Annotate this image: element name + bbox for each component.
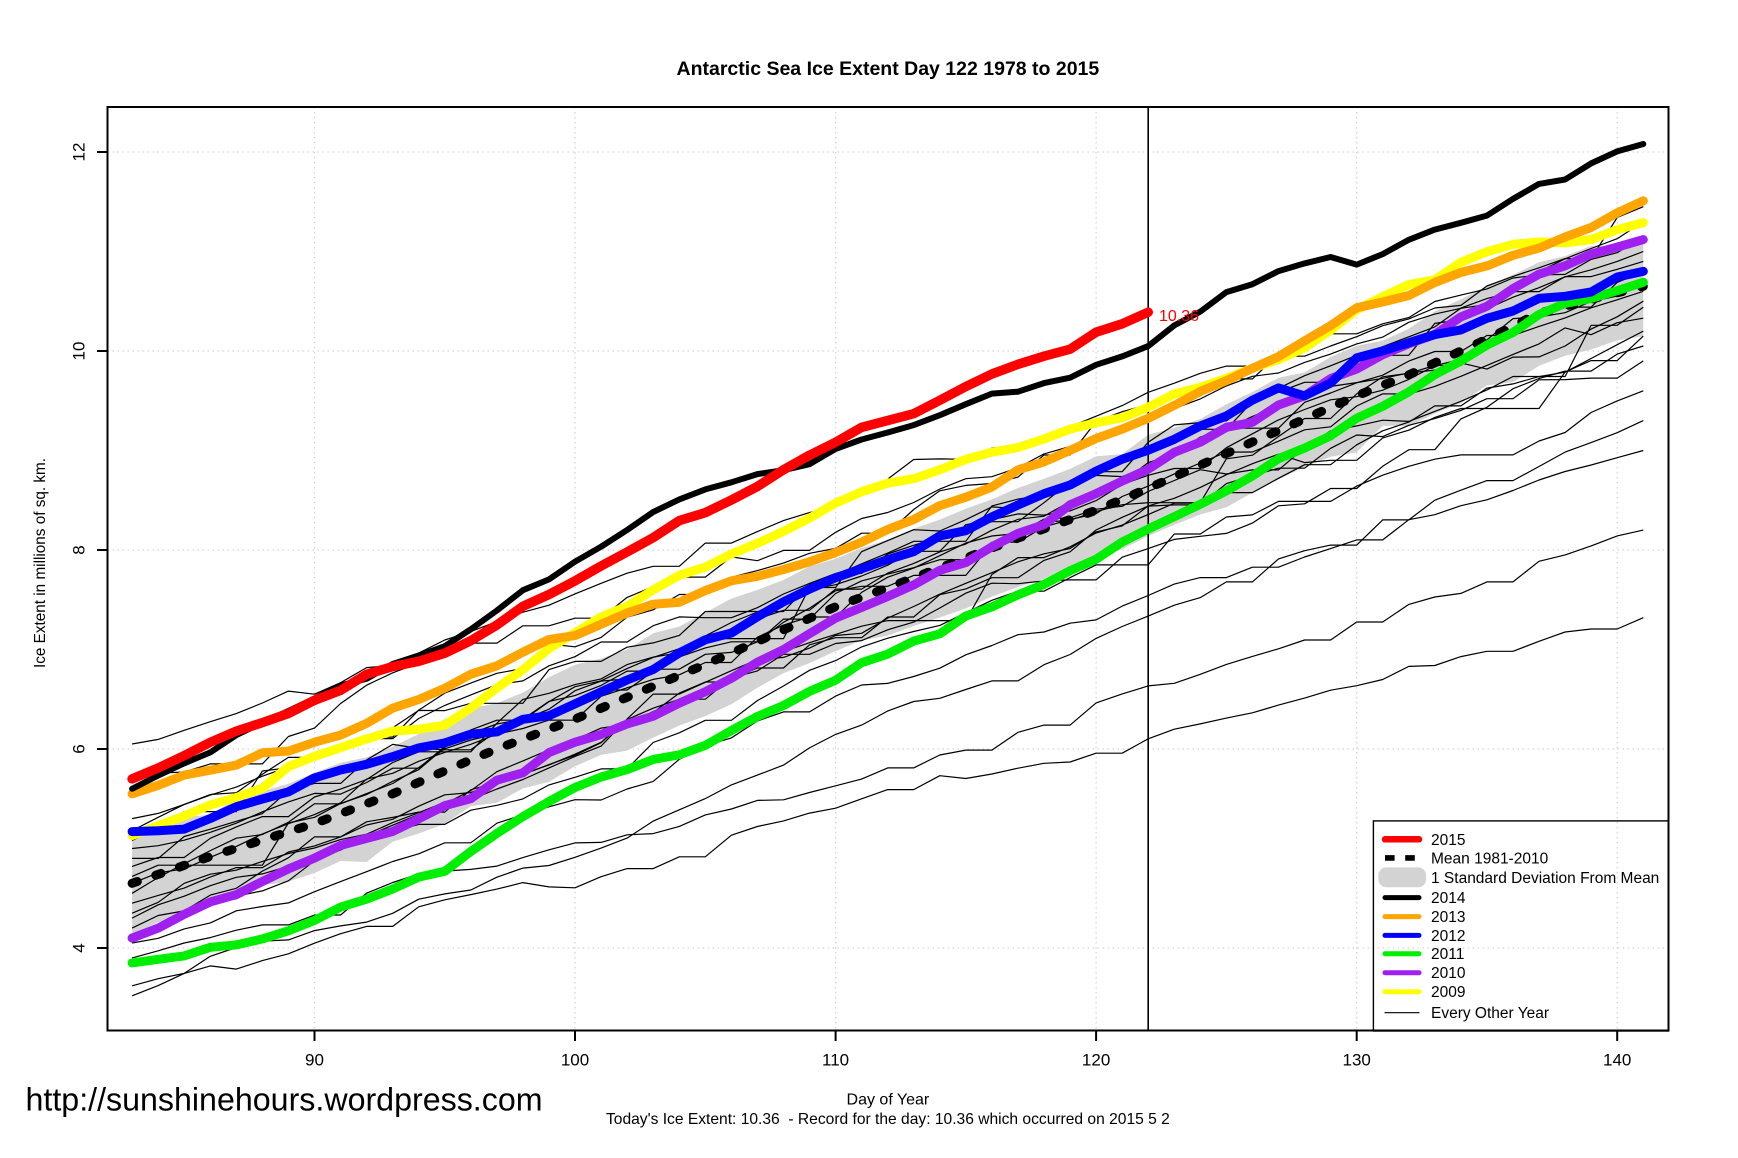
svg-text:2015: 2015 [1431,832,1465,849]
svg-text:2012: 2012 [1431,928,1465,945]
svg-text:10: 10 [70,342,89,361]
svg-text:140: 140 [1603,1051,1631,1070]
svg-text:12: 12 [70,143,89,162]
svg-text:120: 120 [1082,1051,1110,1070]
svg-text:110: 110 [822,1051,849,1070]
svg-text:2011: 2011 [1431,946,1464,963]
svg-text:1 Standard Deviation From Mean: 1 Standard Deviation From Mean [1431,870,1659,887]
svg-text:http://sunshinehours.wordpress: http://sunshinehours.wordpress.com [26,1082,543,1118]
svg-text:Antarctic Sea Ice Extent Day 1: Antarctic Sea Ice Extent Day 122 1978 to… [677,58,1100,80]
svg-text:Day of Year: Day of Year [847,1092,930,1109]
svg-text:2009: 2009 [1431,984,1465,1001]
svg-text:6: 6 [70,744,89,753]
svg-text:Every Other Year: Every Other Year [1431,1005,1549,1022]
svg-text:130: 130 [1343,1051,1371,1070]
svg-text:2013: 2013 [1431,909,1465,926]
svg-text:10.36: 10.36 [1159,308,1199,325]
svg-text:Today's Ice Extent: 10.36 - R: Today's Ice Extent: 10.36 - Record for t… [606,1111,1170,1128]
svg-text:4: 4 [70,943,89,952]
svg-text:100: 100 [561,1051,589,1070]
svg-text:2010: 2010 [1431,965,1466,982]
svg-text:90: 90 [305,1051,324,1070]
svg-text:Ice Extent in millions of sq.: Ice Extent in millions of sq. km. [32,458,49,668]
svg-text:2014: 2014 [1431,890,1466,907]
svg-text:8: 8 [70,545,89,554]
svg-text:Mean 1981-2010: Mean 1981-2010 [1431,850,1549,867]
